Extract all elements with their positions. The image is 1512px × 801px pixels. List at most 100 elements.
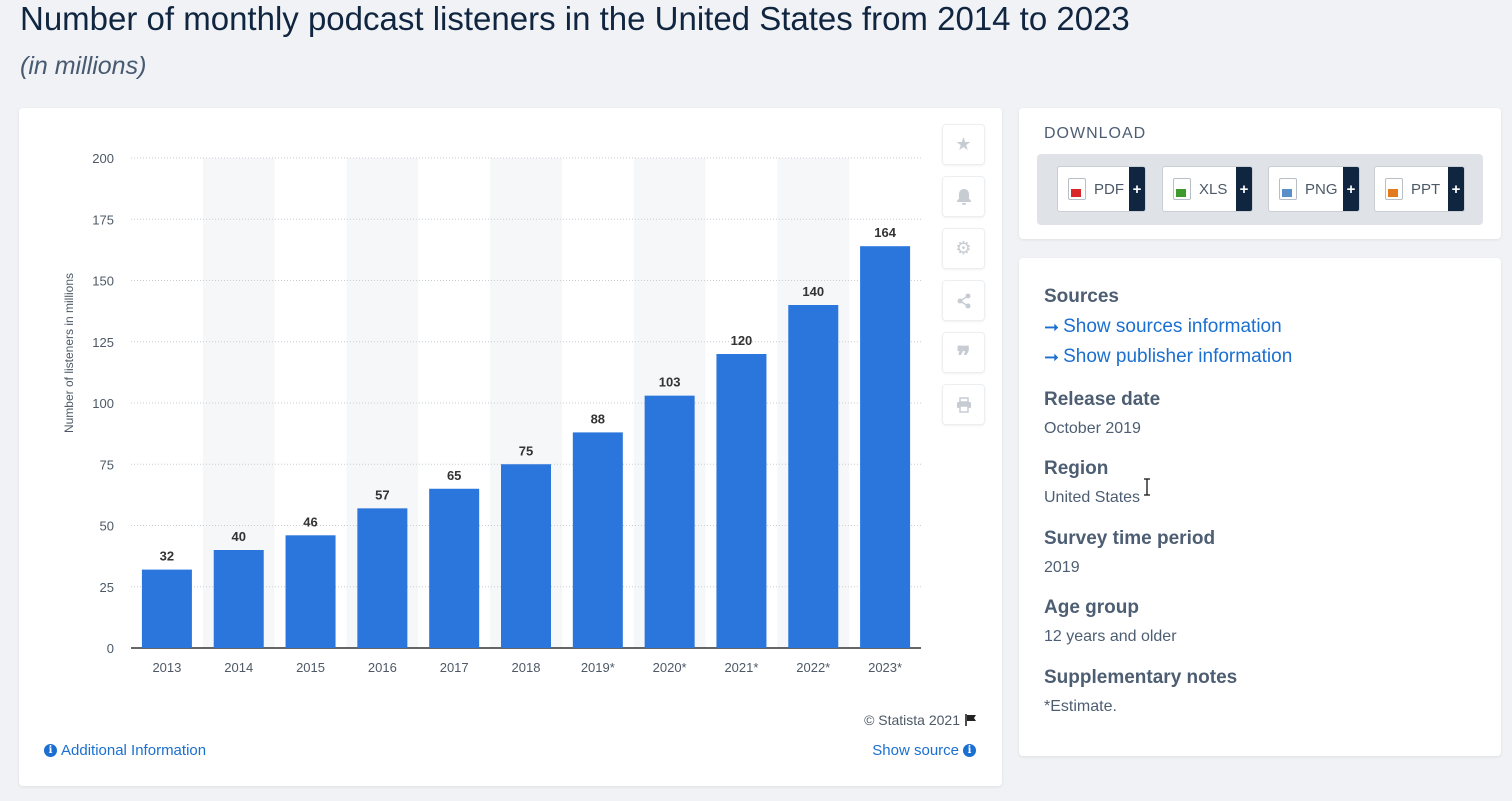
copyright: © Statista 2021 xyxy=(864,712,978,728)
download-xls-label: XLS xyxy=(1199,180,1228,198)
arrow-right-icon: ➞ xyxy=(1044,346,1060,367)
x-tick-label: 2022* xyxy=(796,660,830,675)
info-card: Sources ➞ Show sources information ➞ Sho… xyxy=(1019,258,1501,756)
y-tick-label: 100 xyxy=(92,396,114,411)
bar xyxy=(213,550,264,648)
data-label: 140 xyxy=(802,284,824,299)
additional-info-link[interactable]: i Additional Information xyxy=(44,742,206,759)
pdf-file-icon xyxy=(1068,178,1086,200)
data-label: 164 xyxy=(874,225,896,240)
copyright-text: © Statista 2021 xyxy=(864,712,960,728)
download-pdf-button[interactable]: PDF + xyxy=(1057,166,1146,212)
plus-icon[interactable]: + xyxy=(1129,167,1145,211)
print-button[interactable] xyxy=(942,384,985,425)
bar xyxy=(501,464,551,648)
download-pdf-label: PDF xyxy=(1094,180,1124,198)
x-tick-label: 2013 xyxy=(152,660,181,675)
download-xls-button[interactable]: XLS + xyxy=(1162,166,1253,212)
x-tick-label: 2018 xyxy=(512,660,541,675)
xls-file-icon xyxy=(1173,178,1191,200)
text-cursor-icon xyxy=(1144,478,1150,496)
x-tick-label: 2021* xyxy=(724,660,758,675)
bar xyxy=(357,508,408,648)
release-date-value: October 2019 xyxy=(1044,420,1141,437)
download-png-label: PNG xyxy=(1305,180,1338,198)
show-source-link[interactable]: Show source i xyxy=(872,742,976,759)
survey-period-value: 2019 xyxy=(1044,559,1080,576)
bar xyxy=(860,246,911,648)
release-date-label: Release date xyxy=(1044,389,1161,410)
y-tick-label: 150 xyxy=(92,274,114,289)
bar xyxy=(429,488,480,648)
survey-period-label: Survey time period xyxy=(1044,528,1216,549)
ppt-file-icon xyxy=(1385,178,1403,200)
favorite-button[interactable]: ★ xyxy=(942,124,985,165)
bar xyxy=(788,305,839,648)
show-source-label: Show source xyxy=(872,742,959,759)
show-sources-link[interactable]: ➞ Show sources information xyxy=(1044,316,1282,338)
download-heading: DOWNLOAD xyxy=(1044,125,1147,142)
download-tray: PDF + XLS + PNG + PPT + xyxy=(1037,154,1483,225)
x-tick-label: 2019* xyxy=(581,660,615,675)
flag-icon[interactable] xyxy=(964,713,978,727)
data-label: 88 xyxy=(591,411,605,426)
download-png-button[interactable]: PNG + xyxy=(1268,166,1360,212)
region-label: Region xyxy=(1044,458,1109,479)
y-tick-label: 125 xyxy=(92,335,114,350)
print-icon xyxy=(956,396,971,413)
y-tick-label: 175 xyxy=(92,212,114,227)
share-icon xyxy=(957,293,970,308)
bar xyxy=(285,535,336,648)
y-tick-label: 200 xyxy=(92,151,114,166)
png-file-icon xyxy=(1279,178,1297,200)
data-label: 75 xyxy=(519,443,533,458)
y-tick-label: 25 xyxy=(100,580,114,595)
data-label: 120 xyxy=(731,333,753,348)
quote-icon: ❞ xyxy=(956,341,971,372)
y-axis-label: Number of listeners in millions xyxy=(62,273,76,433)
download-ppt-label: PPT xyxy=(1411,180,1441,198)
supplementary-notes-label: Supplementary notes xyxy=(1044,667,1238,688)
show-publisher-label: Show publisher information xyxy=(1063,346,1293,367)
x-tick-label: 2014 xyxy=(224,660,253,675)
settings-button[interactable]: ⚙ xyxy=(942,228,985,269)
download-ppt-button[interactable]: PPT + xyxy=(1374,166,1465,212)
bar xyxy=(141,569,192,648)
data-label: 57 xyxy=(375,487,389,502)
notification-button[interactable] xyxy=(942,176,985,217)
plus-icon[interactable]: + xyxy=(1236,167,1252,211)
page-title: Number of monthly podcast listeners in t… xyxy=(20,0,1130,37)
additional-info-label: Additional Information xyxy=(61,742,207,759)
data-label: 40 xyxy=(231,529,245,544)
chart-card: 0 25 50 75 100 125 150 175 200 Number of listener… xyxy=(19,108,1002,786)
bar-chart: 0 25 50 75 100 125 150 175 200 Number of listener… xyxy=(62,151,921,675)
bar xyxy=(572,432,623,648)
data-label: 103 xyxy=(659,375,681,390)
bell-icon xyxy=(956,188,971,205)
show-publisher-link[interactable]: ➞ Show publisher information xyxy=(1044,346,1292,368)
sources-label: Sources xyxy=(1044,286,1119,307)
x-tick-label: 2015 xyxy=(296,660,325,675)
y-tick-label: 0 xyxy=(107,641,114,656)
arrow-right-icon: ➞ xyxy=(1044,316,1060,337)
share-button[interactable] xyxy=(942,280,985,321)
download-card: DOWNLOAD PDF + XLS + PNG + PPT + xyxy=(1019,108,1501,239)
plus-icon[interactable]: + xyxy=(1343,167,1359,211)
y-tick-label: 75 xyxy=(100,457,114,472)
supplementary-notes-value: *Estimate. xyxy=(1044,698,1117,715)
age-group-label: Age group xyxy=(1044,597,1139,618)
data-label: 46 xyxy=(303,514,317,529)
info-icon: i xyxy=(44,744,57,757)
plus-icon[interactable]: + xyxy=(1448,167,1464,211)
x-tick-label: 2016 xyxy=(368,660,397,675)
data-label: 32 xyxy=(160,549,174,564)
x-tick-label: 2017 xyxy=(440,660,469,675)
x-tick-label: 2023* xyxy=(868,660,902,675)
bar xyxy=(716,354,767,648)
info-icon: i xyxy=(963,744,976,757)
region-value: United States xyxy=(1044,489,1141,506)
show-sources-label: Show sources information xyxy=(1063,316,1282,337)
star-icon: ★ xyxy=(955,134,972,154)
cite-button[interactable]: ❞ xyxy=(942,332,985,373)
y-tick-label: 50 xyxy=(100,519,114,534)
